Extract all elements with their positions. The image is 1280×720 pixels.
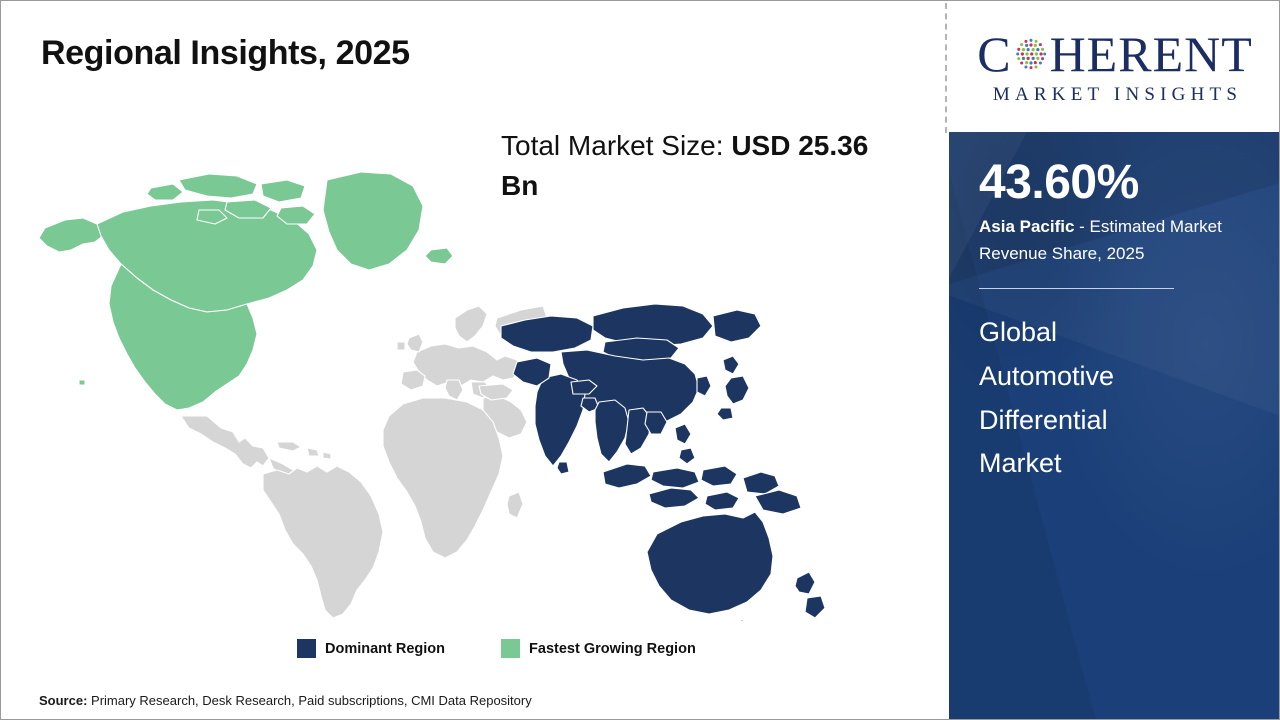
source-note: Source: Primary Research, Desk Research,… — [39, 693, 532, 708]
legend-swatch-dominant — [297, 639, 316, 658]
globe-dots-icon — [1015, 38, 1046, 69]
source-label: Source: — [39, 693, 88, 708]
left-content-pane: Regional Insights, 2025 Total Market Siz… — [1, 1, 947, 719]
legend-label-dominant: Dominant Region — [325, 640, 446, 657]
total-market-size-label: Total Market Size: — [501, 130, 732, 161]
page-title: Regional Insights, 2025 — [41, 34, 410, 72]
legend-item-dominant: Dominant Region — [297, 639, 445, 658]
total-market-size: Total Market Size: USD 25.36 Bn — [501, 126, 911, 206]
vertical-dashed-divider — [945, 3, 947, 133]
stat-value: 43.60% — [979, 156, 1139, 209]
source-text: Primary Research, Desk Research, Paid su… — [87, 693, 532, 708]
world-map-svg — [38, 171, 826, 621]
legend-label-fastest-growing: Fastest Growing Region — [529, 640, 696, 657]
brand-logo: C — [951, 3, 1279, 131]
stat-region-name: Asia Pacific — [979, 217, 1075, 237]
legend-swatch-fastest-growing — [501, 639, 521, 658]
map-other-regions — [180, 305, 548, 619]
right-info-panel: 43.60% Asia Pacific - Estimated Market R… — [949, 132, 1279, 719]
legend-item-fastest-growing: Fastest Growing Region — [501, 639, 696, 658]
stat-description: Asia Pacific - Estimated Market Revenue … — [979, 214, 1224, 267]
total-market-size-value: USD 25.36 Bn — [501, 130, 869, 201]
logo-wordmark: C — [977, 29, 1253, 79]
map-dominant-regions — [500, 303, 826, 621]
logo-word-rest: HERENT — [1049, 25, 1253, 82]
logo-letter-c: C — [977, 25, 1012, 82]
stat-description-text: - Estimated Market Revenue Share, 2025 — [979, 217, 1222, 263]
report-title: Global Automotive Differential Market — [979, 317, 1115, 479]
map-legend: Dominant Region Fastest Growing Region — [297, 639, 696, 658]
logo-subtitle: MARKET INSIGHTS — [992, 83, 1243, 105]
panel-divider-rule — [979, 288, 1174, 290]
map-fastest-growing-regions — [38, 171, 454, 411]
world-map — [31, 166, 851, 621]
